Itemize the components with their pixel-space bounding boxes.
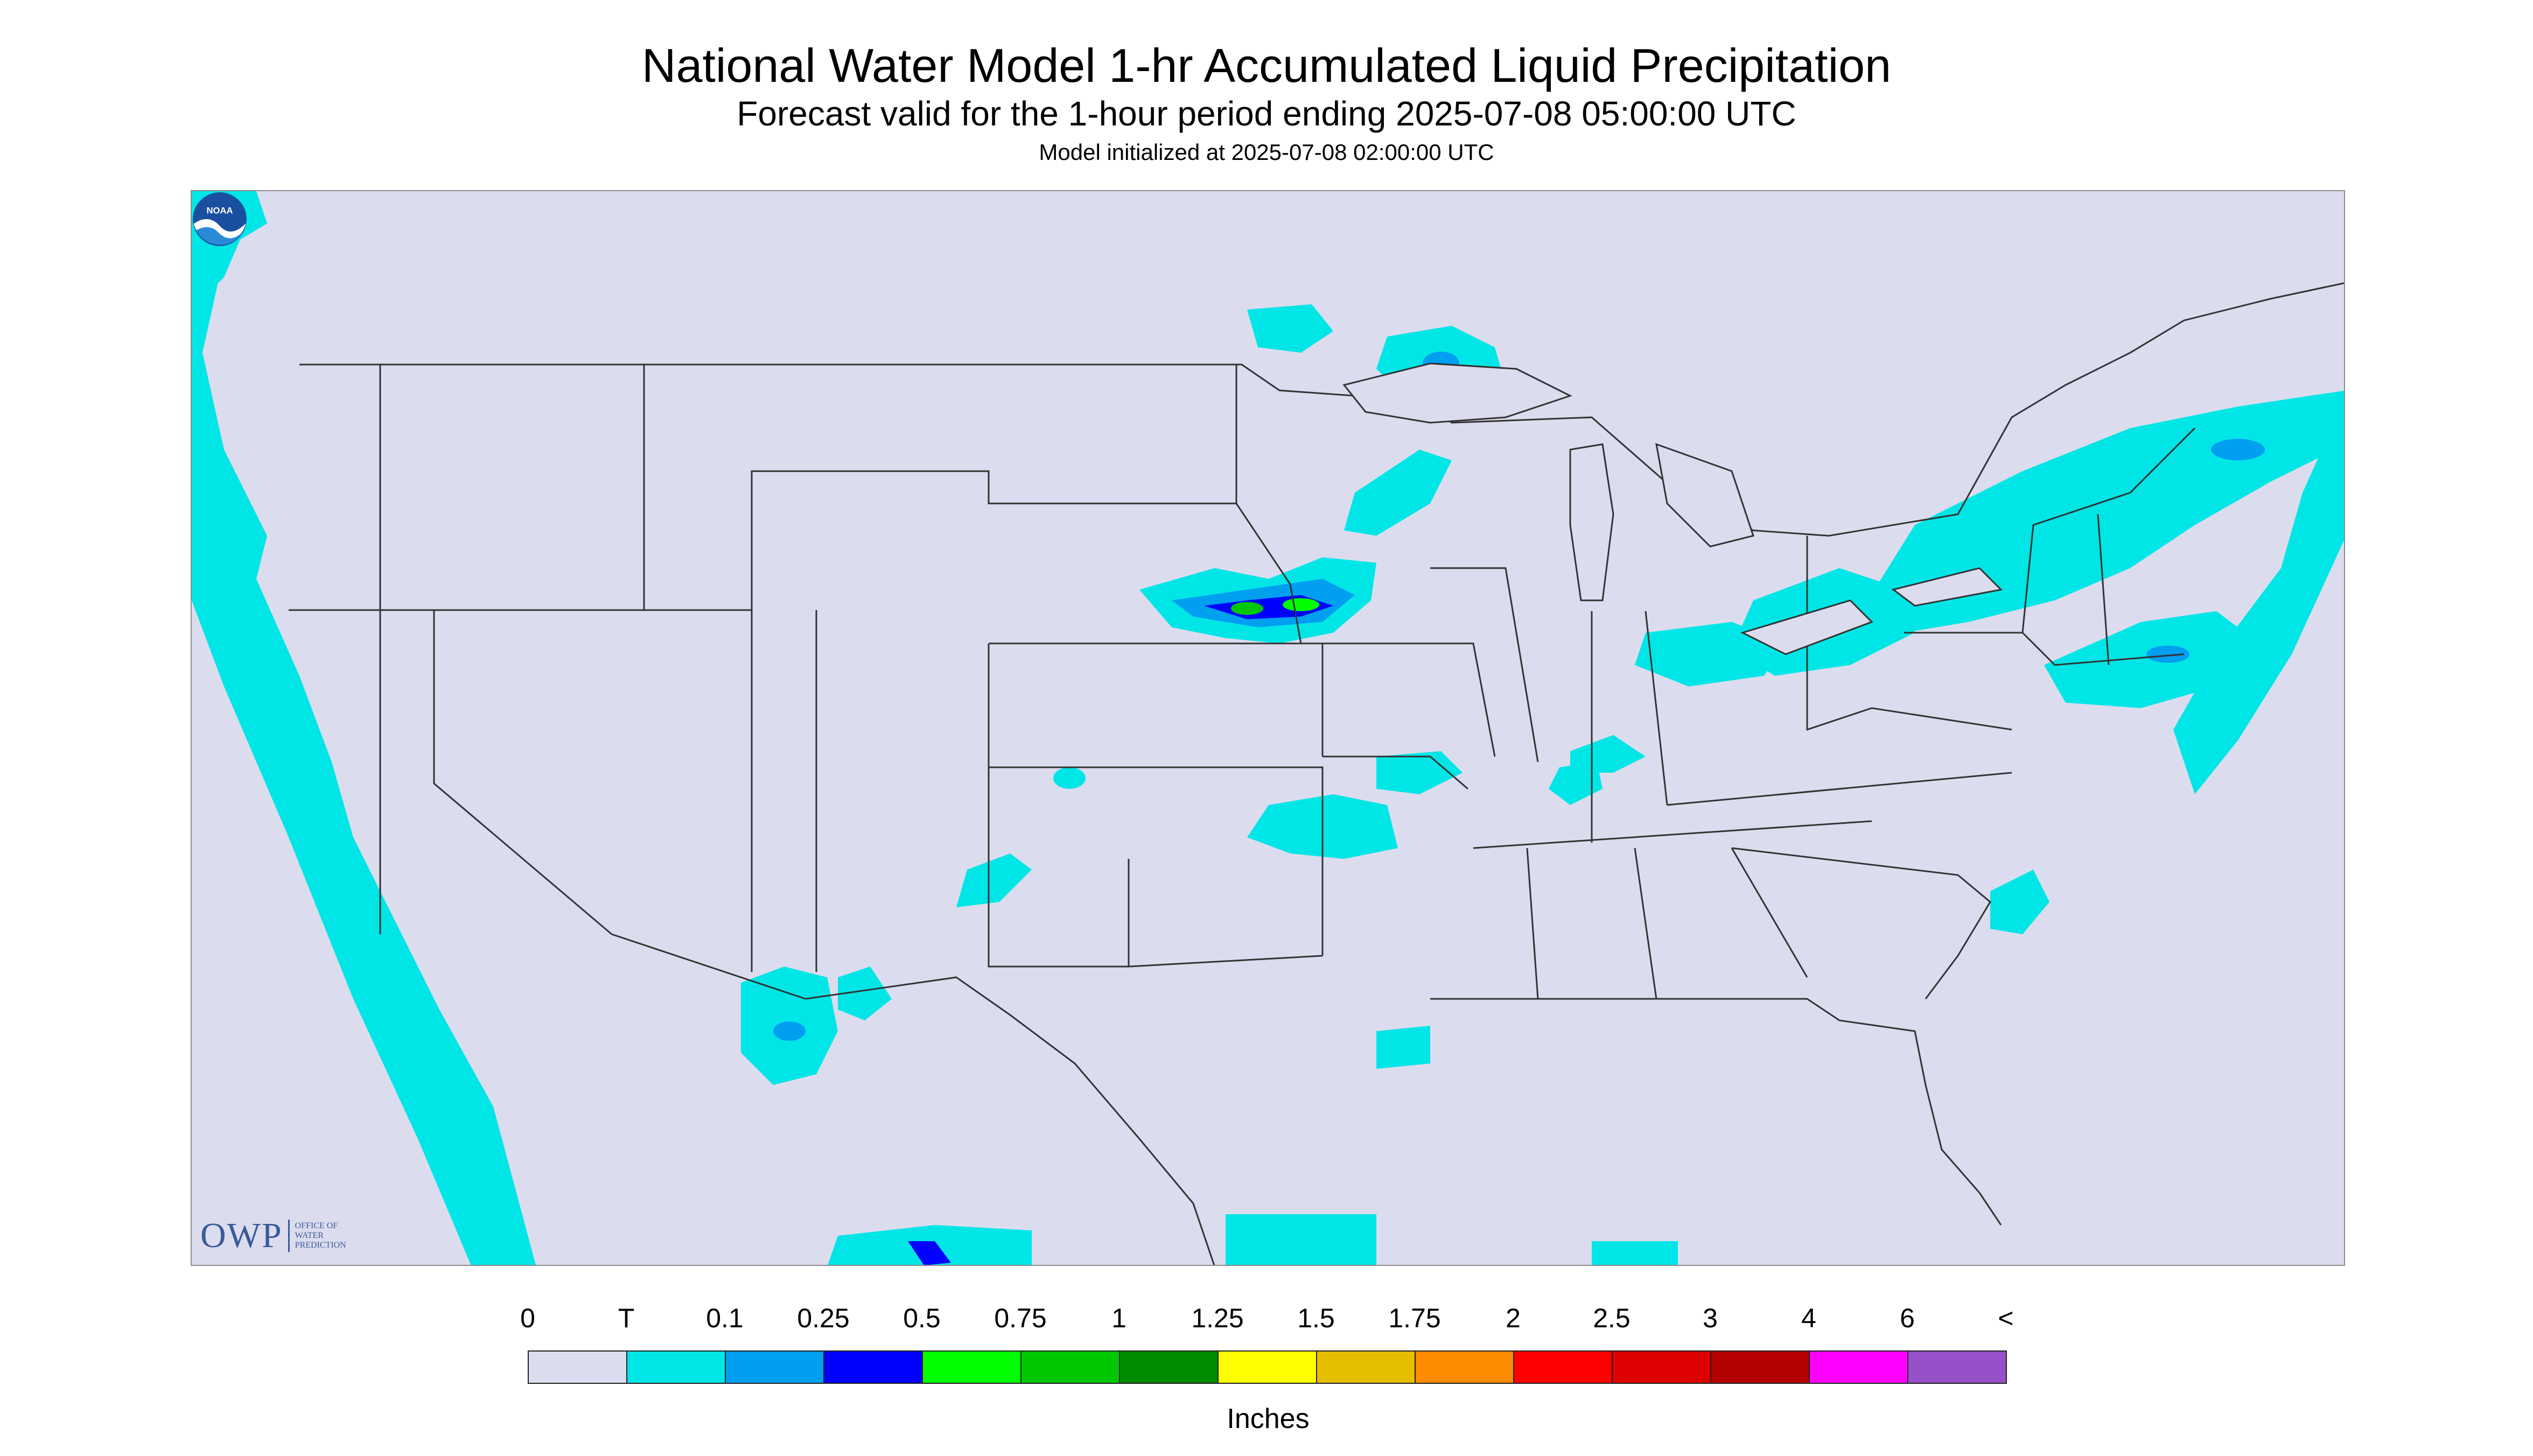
legend-color-swatch	[1119, 1350, 1219, 1384]
precip-west-coast	[192, 191, 536, 1265]
precip-arizona-core	[773, 1021, 806, 1041]
legend-tick-label: 3	[1703, 1303, 1718, 1333]
precipitation-map: OWP OFFICE OF WATER PREDICTION NOAA	[191, 190, 2345, 1266]
precip-northeast-core-2	[2146, 646, 2189, 663]
owp-line-2: WATER	[295, 1231, 324, 1240]
legend-tick-label: T	[618, 1303, 635, 1333]
legend-tick-label: 4	[1801, 1303, 1816, 1333]
legend-color-swatch	[528, 1350, 627, 1384]
legend-color-swatch	[1415, 1350, 1514, 1384]
precip-gulf	[1226, 1214, 1376, 1265]
legend-tick-label: 1	[1111, 1303, 1126, 1333]
precip-louisiana	[1376, 1026, 1430, 1069]
model-init-note: Model initialized at 2025-07-08 02:00:00…	[1039, 139, 1494, 165]
legend-tick-label: 1.5	[1297, 1303, 1335, 1333]
precip-ohio-valley	[1635, 622, 1786, 687]
legend-color-swatch	[725, 1350, 824, 1384]
noaa-logo-icon: NOAA	[193, 192, 247, 246]
map-title: National Water Model 1-hr Accumulated Li…	[641, 39, 1892, 92]
precip-minnesota-north	[1247, 304, 1333, 353]
precip-northeast-core	[2211, 439, 2265, 460]
noaa-logo-text: NOAA	[207, 206, 233, 216]
precip-wisconsin-line	[1344, 450, 1452, 536]
legend-color-swatch	[1907, 1350, 2007, 1384]
legend-color-swatch	[1217, 1350, 1317, 1384]
map-canvas	[192, 191, 2344, 1265]
owp-logo-subtext: OFFICE OF WATER PREDICTION	[295, 1221, 346, 1250]
legend-tick-label: 2	[1506, 1303, 1521, 1333]
owp-line-3: PREDICTION	[295, 1241, 346, 1250]
precip-iowa-storm-heavy-2	[1283, 598, 1319, 611]
owp-line-1: OFFICE OF	[295, 1221, 338, 1230]
state-borders	[289, 282, 2344, 1265]
legend-tick-label: 0	[520, 1303, 535, 1333]
legend-color-swatch	[626, 1350, 726, 1384]
legend-color-swatch	[1612, 1350, 1711, 1384]
owp-logo-block: OWP OFFICE OF WATER PREDICTION	[200, 1215, 346, 1256]
legend-tick-label: 1.75	[1388, 1303, 1441, 1333]
precip-mexico-south-core	[908, 1241, 951, 1265]
great-lakes	[1342, 362, 2003, 655]
precip-tennessee	[1549, 762, 1603, 805]
precip-new-mexico	[838, 967, 892, 1020]
precip-colorado	[1053, 767, 1086, 789]
owp-logo-text: OWP	[200, 1216, 283, 1255]
legend-units: Inches	[1227, 1403, 1310, 1434]
legend-tick-label: 0.1	[706, 1303, 744, 1333]
legend-color-swatch	[1710, 1350, 1810, 1384]
legend-color-swatch	[922, 1350, 1021, 1384]
legend-tick-label: 0.5	[903, 1303, 941, 1333]
legend-color-swatch	[1809, 1350, 1908, 1384]
legend-tick-label: 1.25	[1191, 1303, 1244, 1333]
owp-logo-divider	[288, 1220, 290, 1252]
legend-color-swatch	[1316, 1350, 1416, 1384]
precip-iowa-storm-heavy	[1231, 602, 1263, 615]
legend-color-swatch	[1513, 1350, 1613, 1384]
precip-panhandle	[956, 853, 1032, 907]
legend-color-swatch	[1020, 1350, 1120, 1384]
legend-tick-label: <	[1998, 1303, 2014, 1333]
legend-tick-label: 6	[1900, 1303, 1915, 1333]
precip-east-edge	[2173, 400, 2344, 794]
precip-legend: 0 T 0.1 0.25 0.5 0.75 1 1.25 1.5 1.75 2 2.5 3 4 6 < Inc…	[520, 1303, 2014, 1434]
forecast-valid-subtitle: Forecast valid for the 1-hour period end…	[737, 94, 1796, 133]
legend-color-swatch	[823, 1350, 923, 1384]
legend-tick-label: 0.25	[797, 1303, 850, 1333]
precip-gulf-2	[1592, 1241, 1678, 1265]
legend-tick-label: 0.75	[994, 1303, 1047, 1333]
legend-tick-label: 2.5	[1593, 1303, 1631, 1333]
precip-atlantic-offshore	[1990, 870, 2049, 934]
precip-missouri	[1376, 751, 1463, 794]
